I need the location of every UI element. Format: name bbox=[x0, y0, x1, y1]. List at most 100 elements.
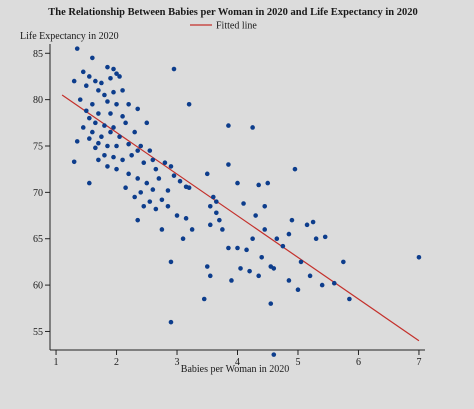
data-point bbox=[138, 190, 144, 195]
data-point bbox=[141, 203, 147, 209]
data-point bbox=[108, 111, 113, 116]
data-point bbox=[117, 74, 122, 79]
data-point bbox=[74, 46, 80, 51]
data-point bbox=[74, 139, 80, 144]
data-point bbox=[99, 134, 104, 140]
data-point bbox=[93, 78, 98, 84]
data-point bbox=[135, 148, 141, 153]
data-point bbox=[126, 141, 131, 147]
data-point bbox=[186, 101, 192, 107]
data-point bbox=[135, 176, 141, 181]
data-point bbox=[319, 282, 325, 288]
data-point bbox=[177, 178, 183, 184]
data-point bbox=[253, 213, 258, 218]
data-point bbox=[153, 166, 159, 172]
data-point bbox=[96, 111, 101, 116]
data-point bbox=[180, 236, 186, 242]
data-point bbox=[331, 280, 337, 286]
x-tick-label: 7 bbox=[416, 357, 421, 368]
data-point bbox=[165, 188, 171, 193]
data-point bbox=[117, 134, 122, 140]
data-point bbox=[310, 219, 316, 225]
data-point bbox=[162, 160, 168, 165]
data-point bbox=[268, 301, 274, 306]
data-point bbox=[214, 210, 219, 216]
data-point bbox=[80, 125, 86, 130]
data-point bbox=[256, 273, 261, 279]
data-point bbox=[120, 157, 125, 163]
data-point bbox=[144, 120, 150, 126]
data-point bbox=[90, 55, 95, 61]
data-point bbox=[102, 152, 107, 158]
x-tick-label: 3 bbox=[175, 357, 180, 368]
data-point bbox=[168, 319, 174, 325]
data-point bbox=[201, 296, 207, 302]
data-point bbox=[83, 108, 89, 114]
data-point bbox=[168, 259, 174, 265]
data-point bbox=[171, 66, 177, 72]
data-point bbox=[105, 164, 110, 169]
data-point bbox=[114, 166, 119, 172]
data-point bbox=[87, 74, 92, 79]
data-point bbox=[274, 236, 280, 242]
data-point bbox=[226, 123, 231, 128]
chart-title: The Relationship Between Babies per Woma… bbox=[48, 7, 417, 18]
data-point bbox=[271, 266, 277, 271]
data-point bbox=[217, 217, 222, 223]
data-point bbox=[141, 160, 147, 165]
y-axis-label: Life Expectancy in 2020 bbox=[20, 31, 119, 42]
data-point bbox=[262, 203, 268, 209]
data-point bbox=[286, 278, 292, 283]
data-point bbox=[135, 106, 141, 112]
data-point bbox=[159, 197, 165, 203]
data-point bbox=[83, 83, 89, 89]
data-point bbox=[241, 201, 246, 206]
axes: 1 2 3 4 5 6 7 55 60 65 70 75 80 85 bbox=[33, 44, 425, 368]
data-point bbox=[204, 171, 210, 177]
data-point bbox=[87, 180, 92, 186]
data-point bbox=[123, 120, 128, 126]
y-tick-label: 55 bbox=[33, 327, 43, 338]
data-point bbox=[250, 236, 255, 242]
y-tick-label: 60 bbox=[33, 281, 43, 292]
data-point bbox=[259, 254, 264, 260]
data-point bbox=[126, 171, 131, 177]
data-point bbox=[189, 227, 195, 232]
data-point bbox=[286, 231, 292, 237]
data-point bbox=[171, 173, 177, 178]
x-axis-label: Babies per Woman in 2020 bbox=[181, 364, 289, 375]
fitted-line-group bbox=[61, 94, 420, 342]
data-point bbox=[87, 115, 92, 121]
data-point bbox=[244, 247, 249, 253]
data-point bbox=[132, 194, 137, 200]
data-point bbox=[347, 296, 352, 302]
data-point bbox=[102, 92, 107, 98]
data-point bbox=[207, 203, 213, 209]
data-point bbox=[138, 143, 144, 149]
data-point bbox=[123, 185, 128, 191]
data-point bbox=[71, 159, 77, 165]
data-point bbox=[183, 216, 189, 221]
data-point bbox=[150, 157, 156, 163]
data-point bbox=[108, 129, 113, 135]
data-point bbox=[93, 120, 98, 126]
data-point bbox=[265, 180, 271, 186]
data-point bbox=[204, 264, 210, 269]
data-point bbox=[129, 152, 134, 158]
data-point bbox=[262, 227, 268, 232]
data-point bbox=[307, 273, 313, 279]
data-point bbox=[168, 164, 174, 169]
data-point bbox=[96, 140, 101, 146]
data-point bbox=[214, 199, 219, 204]
fitted-line bbox=[61, 94, 420, 342]
x-tick-label: 4 bbox=[235, 357, 240, 368]
data-point bbox=[247, 268, 252, 274]
data-point bbox=[313, 236, 319, 242]
data-point bbox=[96, 157, 101, 163]
data-point bbox=[292, 166, 298, 172]
data-point bbox=[111, 125, 116, 130]
x-tick-label: 2 bbox=[114, 357, 119, 368]
data-point bbox=[156, 176, 162, 181]
data-point bbox=[80, 69, 86, 75]
